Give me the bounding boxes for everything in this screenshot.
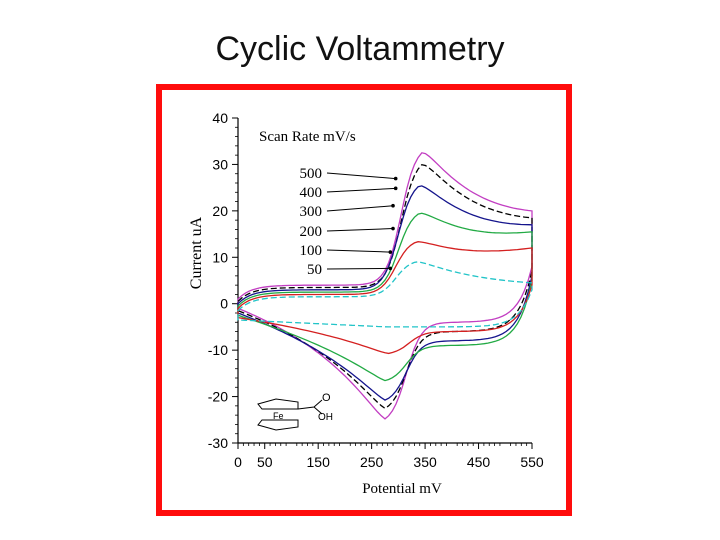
legend-leader-400	[326, 187, 396, 193]
voltammogram-curves	[237, 152, 533, 420]
legend-label-100: 100	[300, 243, 323, 259]
y-tick-label: 30	[212, 156, 228, 172]
legend-label-50: 50	[307, 262, 322, 278]
y-tick-label: -30	[208, 435, 228, 451]
x-tick-label: 550	[520, 454, 544, 470]
legend-arrowhead-300	[391, 203, 395, 208]
legend-leader-300	[326, 205, 394, 212]
cv-curve-500	[237, 152, 533, 420]
legend-leader-200	[326, 228, 394, 232]
legend-label-500: 500	[300, 166, 323, 182]
y-tick-label: 20	[212, 203, 228, 219]
molecule-bond	[313, 406, 323, 415]
legend-arrowhead-50	[388, 266, 393, 271]
x-tick-label: 350	[413, 454, 437, 470]
y-tick-label: 40	[212, 110, 228, 126]
y-tick-label: -20	[208, 389, 228, 405]
legend-leader-50	[326, 267, 391, 270]
cv-curve-50	[237, 261, 533, 328]
legend-label-400: 400	[300, 185, 323, 201]
molecule-hydroxyl-label: OH	[318, 412, 333, 423]
legend-leader-500	[326, 172, 396, 180]
molecule-bottom-ring	[257, 419, 299, 431]
y-tick-label: 0	[220, 296, 228, 312]
molecule-bond	[297, 399, 323, 410]
legend-arrowhead-200	[391, 226, 395, 231]
legend-arrowhead-500	[393, 176, 398, 181]
legend-arrowhead-400	[393, 186, 398, 191]
legend-label-300: 300	[300, 204, 323, 220]
legend-heading: Scan Rate mV/s	[259, 129, 356, 145]
y-tick-label: -10	[208, 342, 228, 358]
x-tick-label: 150	[307, 454, 331, 470]
scan-rate-legend: 500 400 300 200 100 50	[300, 166, 398, 278]
molecule-metal-label: Fe	[273, 411, 284, 421]
x-tick-label: 50	[257, 454, 273, 470]
x-tick-label: 0	[234, 454, 242, 470]
molecule-carbonyl-label: O	[322, 392, 331, 404]
cv-curve-400	[237, 163, 533, 410]
x-axis-label: Potential mV	[362, 481, 442, 497]
molecule-top-ring	[257, 398, 299, 410]
legend-leader-100	[326, 249, 391, 253]
ferrocene-carboxylic-acid-structure: Fe O OH	[257, 392, 333, 431]
x-tick-label: 450	[467, 454, 491, 470]
y-tick-label: 10	[212, 249, 228, 265]
x-tick-label: 250	[360, 454, 384, 470]
slide-title: Cyclic Voltammetry	[215, 30, 505, 68]
chart-frame	[156, 84, 572, 516]
y-axis-label: Current uA	[188, 216, 205, 289]
cv-curve-100	[237, 241, 533, 355]
legend-label-200: 200	[300, 224, 323, 240]
legend-arrowhead-100	[388, 250, 393, 254]
